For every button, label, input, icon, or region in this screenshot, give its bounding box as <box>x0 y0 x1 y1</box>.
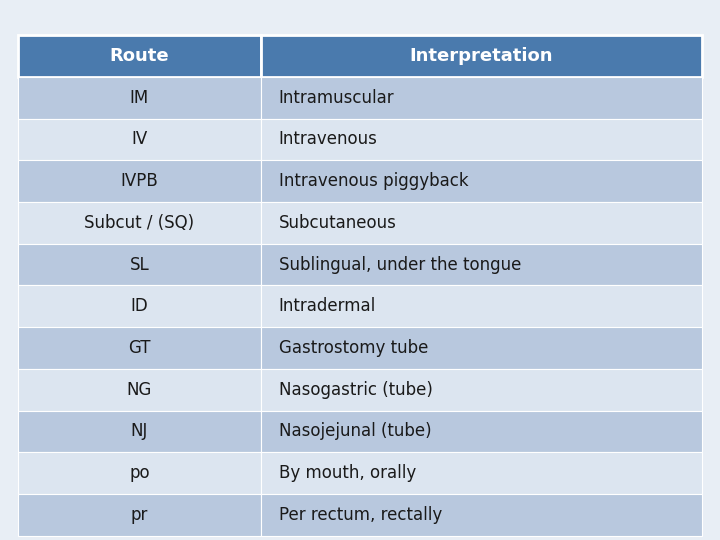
Text: Per rectum, rectally: Per rectum, rectally <box>279 506 442 524</box>
Text: pr: pr <box>131 506 148 524</box>
Bar <box>261 244 702 285</box>
Text: NG: NG <box>127 381 152 399</box>
Text: IV: IV <box>131 130 148 148</box>
Text: Subcut / (SQ): Subcut / (SQ) <box>84 214 194 232</box>
Text: Nasojejunal (tube): Nasojejunal (tube) <box>279 422 431 441</box>
Text: Sublingual, under the tongue: Sublingual, under the tongue <box>279 255 521 274</box>
Bar <box>261 77 702 119</box>
Bar <box>261 35 702 77</box>
Bar <box>18 494 261 536</box>
Bar <box>18 77 261 119</box>
Bar <box>18 327 261 369</box>
Text: GT: GT <box>128 339 150 357</box>
Text: Intradermal: Intradermal <box>279 297 376 315</box>
Bar <box>18 369 261 410</box>
Bar <box>261 160 702 202</box>
Text: po: po <box>129 464 150 482</box>
Bar <box>261 410 702 453</box>
Bar <box>261 202 702 244</box>
Text: Intravenous: Intravenous <box>279 130 378 148</box>
Bar <box>18 452 261 494</box>
Bar <box>261 118 702 160</box>
Text: Gastrostomy tube: Gastrostomy tube <box>279 339 428 357</box>
Bar <box>18 286 261 327</box>
Text: Route: Route <box>109 47 169 65</box>
Bar <box>261 327 702 369</box>
Bar <box>261 494 702 536</box>
Text: Subcutaneous: Subcutaneous <box>279 214 397 232</box>
Text: Intramuscular: Intramuscular <box>279 89 395 107</box>
Text: By mouth, orally: By mouth, orally <box>279 464 416 482</box>
Bar <box>18 202 261 244</box>
Bar <box>18 35 261 77</box>
Text: ID: ID <box>130 297 148 315</box>
Bar <box>261 452 702 494</box>
Bar <box>18 160 261 202</box>
Text: Interpretation: Interpretation <box>410 47 553 65</box>
Text: SL: SL <box>130 255 149 274</box>
Bar <box>18 410 261 453</box>
Bar <box>261 369 702 410</box>
Bar <box>18 118 261 160</box>
Bar <box>261 286 702 327</box>
Bar <box>18 244 261 285</box>
Text: Intravenous piggyback: Intravenous piggyback <box>279 172 469 190</box>
Text: Nasogastric (tube): Nasogastric (tube) <box>279 381 433 399</box>
Text: IVPB: IVPB <box>120 172 158 190</box>
Text: IM: IM <box>130 89 149 107</box>
Text: NJ: NJ <box>131 422 148 441</box>
